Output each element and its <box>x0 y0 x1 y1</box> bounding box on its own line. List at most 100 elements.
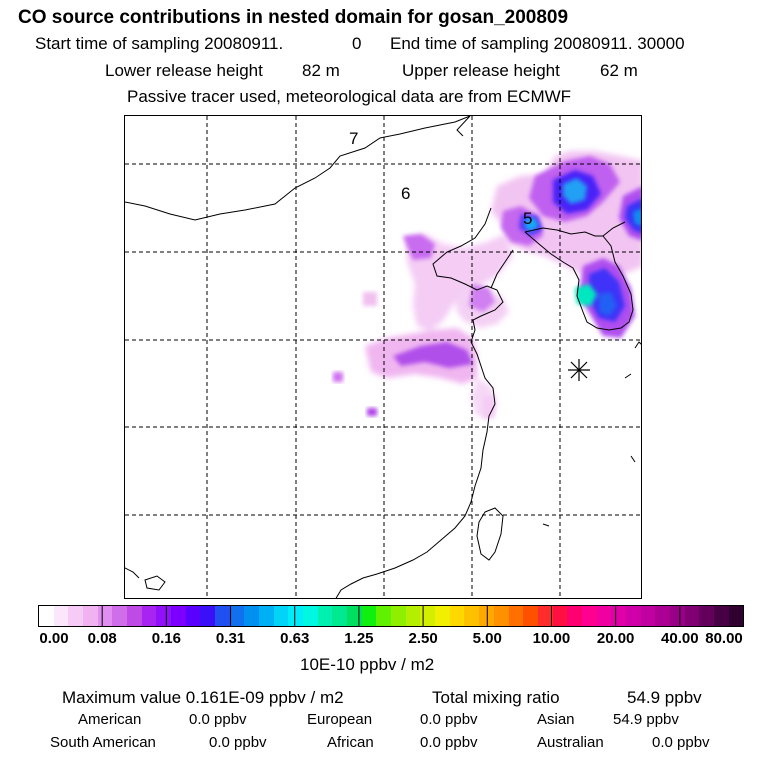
region-african-value: 0.0 ppbv <box>420 734 478 751</box>
colorbar-segment <box>581 606 597 626</box>
colorbar-tick-label: 0.08 <box>87 630 117 647</box>
colorbar-segment <box>728 606 744 626</box>
upper-release-value: 62 m <box>600 61 638 80</box>
region-south-american-name: South American <box>50 734 156 751</box>
coast-bohai <box>335 207 504 598</box>
colorbar-segment <box>625 606 641 626</box>
lower-release-value: 82 m <box>302 61 340 80</box>
total-mixing-value: 54.9 ppbv <box>627 688 702 707</box>
region-asian-name: Asian <box>537 711 575 728</box>
start-time-label: Start time of sampling 20080911. <box>35 34 284 53</box>
colorbar-tick-label: 2.50 <box>408 630 438 647</box>
colorbar-segment <box>317 606 333 626</box>
colorbar-segment <box>699 606 714 626</box>
receptor-marker-icon <box>568 359 590 381</box>
colorbar-segment <box>53 606 69 626</box>
colorbar-unit-label: 10E-10 ppbv / m2 <box>300 655 435 674</box>
colorbar-segment <box>361 606 377 626</box>
colorbar-tick-label: 0.31 <box>215 630 246 647</box>
region-european-value: 0.0 ppbv <box>420 711 478 728</box>
colorbar-segment <box>127 606 142 626</box>
colorbar-tick-label: 1.25 <box>344 630 374 647</box>
peak-korea-west <box>575 284 597 306</box>
plume-mid-central <box>393 342 473 368</box>
colorbar-tick-label: 40.00 <box>661 630 699 647</box>
colorbar-tick-label: 0.16 <box>151 630 181 647</box>
colorbar-segment <box>567 606 582 626</box>
colorbar-segment <box>684 606 700 626</box>
colorbar-segment <box>376 606 392 626</box>
colorbar-segment <box>97 606 113 626</box>
colorbar-segment <box>303 606 318 626</box>
colorbar-segment <box>229 606 245 626</box>
colorbar-segment <box>713 606 729 626</box>
colorbar-segment <box>537 606 553 626</box>
tracer-note: Passive tracer used, meteorological data… <box>127 87 572 106</box>
colorbar-segment <box>596 606 612 626</box>
colorbar-segment <box>332 606 348 626</box>
region-label-5: 5 <box>523 209 532 228</box>
region-american-name: American <box>78 711 142 728</box>
colorbar-tick-label: 80.00 <box>705 630 743 647</box>
lower-release-label: Lower release height <box>105 61 263 80</box>
peak-east <box>633 208 641 226</box>
colorbar-segment <box>655 606 670 626</box>
peak-northeast <box>563 178 587 204</box>
end-time-label: End time of sampling 20080911. 30000 <box>390 34 685 53</box>
coast-korea <box>524 231 634 331</box>
region-asian-value: 54.9 ppbv <box>613 711 679 728</box>
colorbar-tick-label: 5.00 <box>472 630 502 647</box>
plume-mid-shandong <box>469 284 495 312</box>
concentration-peak <box>525 178 641 316</box>
map-panel: 7 6 5 <box>124 115 642 599</box>
island-3 <box>634 341 641 349</box>
colorbar-segment <box>347 606 362 626</box>
spot-1 <box>333 372 343 382</box>
colorbar-segment <box>435 606 450 626</box>
region-label-6: 6 <box>401 184 410 203</box>
region-african-name: African <box>327 734 374 751</box>
colorbar-segment <box>259 606 274 626</box>
spot-3 <box>363 292 377 306</box>
colorbar-segment <box>273 606 289 626</box>
upper-release-label: Upper release height <box>402 61 560 80</box>
border-northeast <box>456 116 471 137</box>
taiwan <box>476 507 504 561</box>
colorbar-segment <box>288 606 304 626</box>
colorbar-segment <box>156 606 172 626</box>
colorbar-segment <box>141 606 157 626</box>
region-south-american-value: 0.0 ppbv <box>209 734 267 751</box>
plume-high-east <box>625 199 641 234</box>
colorbar-segment <box>112 606 128 626</box>
concentration-spots <box>333 292 495 418</box>
colorbar-segment <box>420 606 436 626</box>
hainan <box>144 575 166 591</box>
colorbar-segment <box>215 606 230 626</box>
colorbar-segment <box>200 606 216 626</box>
colorbar-tick-label: 20.00 <box>596 630 635 647</box>
colorbar-segment <box>523 606 538 626</box>
peak-korea-south <box>599 292 617 316</box>
plume-light-northchina <box>405 234 513 331</box>
colorbar-segment <box>391 606 406 626</box>
colorbar-segment <box>83 606 98 626</box>
border-north <box>125 116 471 221</box>
start-time-value: 0 <box>352 34 362 53</box>
colorbar-segment <box>405 606 421 626</box>
colorbar <box>38 605 744 627</box>
total-mixing-label: Total mixing ratio <box>432 688 560 707</box>
island-4 <box>624 373 632 379</box>
region-label-7: 7 <box>349 129 358 148</box>
colorbar-segment <box>669 606 685 626</box>
maximum-value: Maximum value 0.161E-09 ppbv / m2 <box>62 688 344 707</box>
region-european-name: European <box>307 711 373 728</box>
colorbar-segment <box>68 606 84 626</box>
island-2 <box>630 455 636 463</box>
colorbar-segment <box>508 606 524 626</box>
coast-sw <box>125 567 140 579</box>
colorbar-segment <box>493 606 509 626</box>
plume-mid-northchina <box>403 234 435 260</box>
map-svg: 7 6 5 <box>125 116 641 598</box>
island-1 <box>542 523 550 527</box>
colorbar-segment <box>244 606 260 626</box>
